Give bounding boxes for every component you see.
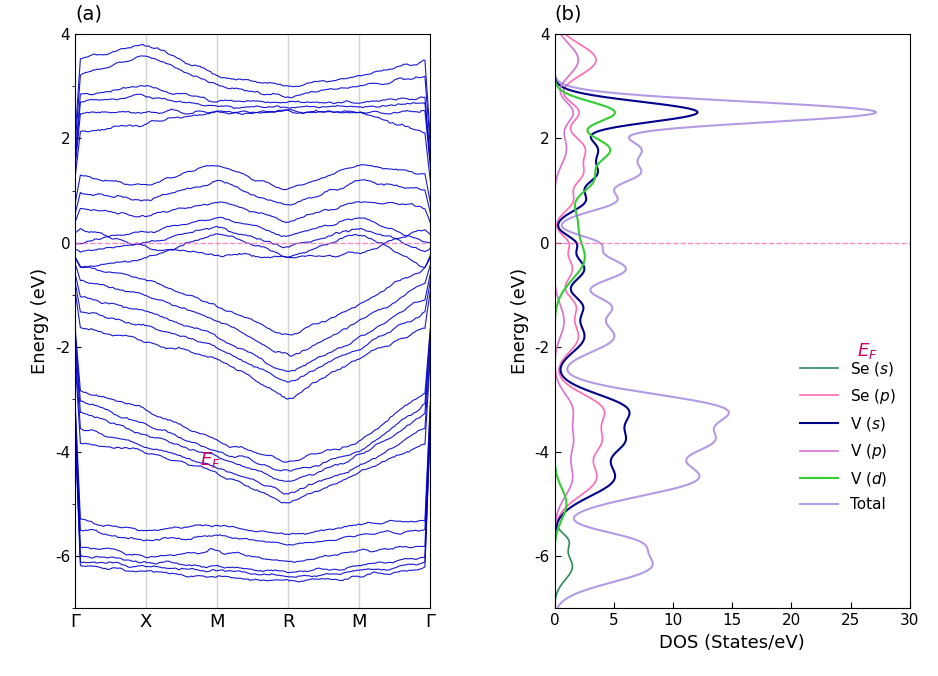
V ($p$) [550,352,561,360]
Se ($p$) [580,146,591,154]
X-axis label: DOS (States/eV): DOS (States/eV) [659,634,805,652]
V ($s$) [590,156,601,164]
V ($s$) [557,372,568,380]
Line: V ($p$): V ($p$) [554,34,579,608]
V ($d$) [570,210,582,218]
Total [636,146,647,154]
Se ($p$) [554,372,566,380]
Line: V ($s$): V ($s$) [554,34,698,608]
V ($p$) [561,146,572,154]
Total [632,156,643,164]
V ($p$) [549,604,560,612]
Se ($p$) [561,352,572,360]
Line: Total: Total [554,34,876,608]
Text: E$_F$: E$_F$ [856,341,878,360]
Total [579,352,590,360]
V ($d$) [549,604,560,612]
V ($p$) [549,210,560,218]
V ($d$) [549,352,560,360]
Line: Se ($s$): Se ($s$) [554,34,572,608]
Text: (b): (b) [554,5,582,24]
Se ($s$) [549,146,560,154]
V ($p$) [555,30,567,38]
V ($d$) [549,372,560,380]
Text: (a): (a) [75,5,102,24]
Y-axis label: Energy (eV): Energy (eV) [31,268,50,374]
V ($d$) [549,30,560,38]
V ($s$) [593,146,604,154]
Total [577,210,588,218]
Total [567,372,579,380]
Se ($s$) [549,156,560,164]
V ($p$) [551,372,562,380]
Se ($s$) [549,30,560,38]
Se ($p$) [557,210,568,218]
V ($p$) [558,156,569,164]
V ($s$) [549,30,560,38]
Total [552,604,563,612]
Se ($s$) [563,546,574,554]
Se ($s$) [549,210,560,218]
Se ($p$) [559,30,570,38]
V ($s$) [564,352,575,360]
Se ($p$) [549,604,560,612]
Se ($s$) [549,604,560,612]
Text: E$_F$: E$_F$ [200,450,220,470]
Line: V ($d$): V ($d$) [554,34,615,608]
V ($s$) [549,604,560,612]
V ($p$) [549,546,560,554]
Y-axis label: Energy (eV): Energy (eV) [511,268,529,374]
Se ($s$) [549,372,560,380]
V ($d$) [597,156,608,164]
V ($d$) [605,146,616,154]
Se ($p$) [549,546,560,554]
Se ($p$) [578,156,589,164]
Legend: Se ($s$), Se ($p$), V ($s$), V ($p$), V ($d$), Total: Se ($s$), Se ($p$), V ($s$), V ($p$), V … [794,354,902,518]
V ($d$) [549,546,560,554]
Total [643,546,654,554]
V ($s$) [563,210,574,218]
Total [549,30,560,38]
Line: Se ($p$): Se ($p$) [554,34,605,608]
Se ($s$) [549,352,560,360]
V ($s$) [549,546,560,554]
